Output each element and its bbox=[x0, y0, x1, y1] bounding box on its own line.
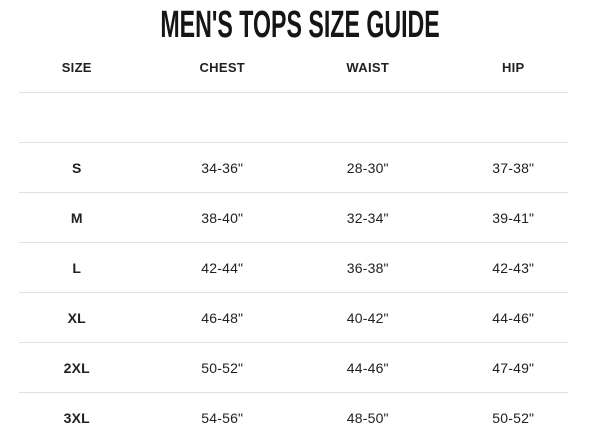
table-row-l: L 42-44" 36-38" 42-43" bbox=[4, 243, 586, 292]
table-row-2xl: 2XL 50-52" 44-46" 47-49" bbox=[4, 343, 586, 392]
cell-waist: 32-34" bbox=[346, 209, 389, 226]
table-row-s: S 34-36" 28-30" 37-38" bbox=[4, 143, 586, 192]
cell-hip: 47-49" bbox=[492, 359, 535, 376]
row-divider bbox=[19, 192, 568, 193]
cell-waist: 28-30" bbox=[346, 159, 389, 176]
cell-size: XL bbox=[67, 309, 86, 326]
cell-chest: 42-44" bbox=[201, 259, 244, 276]
size-table: SIZE CHEST WAIST HIP S 34-36" 28-30" 37-… bbox=[4, 48, 586, 433]
row-divider bbox=[19, 92, 568, 93]
cell-chest: 46-48" bbox=[201, 309, 244, 326]
table-row-empty bbox=[4, 93, 586, 142]
row-divider bbox=[19, 142, 568, 143]
cell-hip: 42-43" bbox=[492, 259, 535, 276]
cell-hip: 50-52" bbox=[492, 409, 535, 426]
table-row-xl: XL 46-48" 40-42" 44-46" bbox=[4, 293, 586, 342]
cell-size: S bbox=[71, 159, 82, 176]
cell-size: L bbox=[72, 259, 82, 276]
cell-hip: 44-46" bbox=[492, 309, 535, 326]
table-header-row: SIZE CHEST WAIST HIP bbox=[4, 48, 586, 92]
cell-size: 2XL bbox=[63, 359, 90, 376]
cell-hip: 39-41" bbox=[492, 209, 535, 226]
cell-chest: 54-56" bbox=[201, 409, 244, 426]
page-title-text: MEN'S TOPS SIZE GUIDE bbox=[160, 4, 440, 46]
cell-size: M bbox=[70, 209, 83, 226]
header-chest: CHEST bbox=[199, 59, 246, 75]
cell-chest: 34-36" bbox=[201, 159, 244, 176]
cell-hip: 37-38" bbox=[492, 159, 535, 176]
page-title: MEN'S TOPS SIZE GUIDE bbox=[0, 0, 600, 48]
cell-waist: 40-42" bbox=[346, 309, 389, 326]
cell-size: 3XL bbox=[63, 409, 90, 426]
cell-waist: 44-46" bbox=[346, 359, 389, 376]
header-waist: WAIST bbox=[346, 59, 390, 75]
table-row-m: M 38-40" 32-34" 39-41" bbox=[4, 193, 586, 242]
cell-chest: 38-40" bbox=[201, 209, 244, 226]
header-size: SIZE bbox=[61, 59, 92, 75]
header-hip: HIP bbox=[501, 59, 525, 75]
cell-chest: 50-52" bbox=[201, 359, 244, 376]
row-divider bbox=[19, 242, 568, 243]
table-row-3xl: 3XL 54-56" 48-50" 50-52" bbox=[4, 393, 586, 433]
row-divider bbox=[19, 392, 568, 393]
row-divider bbox=[19, 292, 568, 293]
cell-waist: 36-38" bbox=[346, 259, 389, 276]
cell-waist: 48-50" bbox=[346, 409, 389, 426]
row-divider bbox=[19, 342, 568, 343]
